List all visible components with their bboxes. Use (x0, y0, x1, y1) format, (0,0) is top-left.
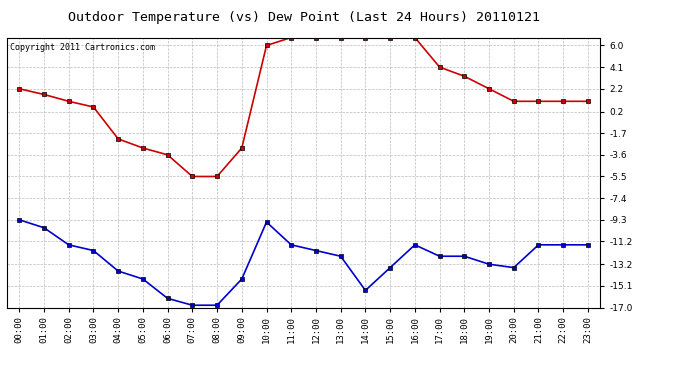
Text: Outdoor Temperature (vs) Dew Point (Last 24 Hours) 20110121: Outdoor Temperature (vs) Dew Point (Last… (68, 11, 540, 24)
Text: Copyright 2011 Cartronics.com: Copyright 2011 Cartronics.com (10, 43, 155, 52)
